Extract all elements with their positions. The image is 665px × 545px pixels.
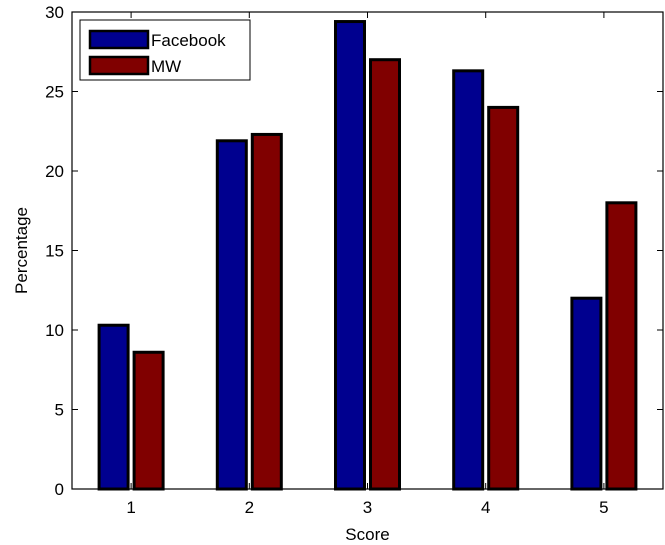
y-tick-label: 20 bbox=[45, 162, 64, 181]
y-axis: 0 5 10 15 20 25 30 bbox=[45, 3, 663, 499]
bar-mw-1 bbox=[132, 350, 165, 491]
legend: Facebook MW bbox=[79, 19, 251, 81]
y-tick-label: 15 bbox=[45, 242, 64, 261]
legend-label-facebook: Facebook bbox=[151, 31, 226, 50]
x-axis-title: Score bbox=[345, 525, 389, 544]
y-tick-label: 5 bbox=[55, 401, 64, 420]
bar-facebook-5 bbox=[570, 296, 603, 491]
y-tick-label: 30 bbox=[45, 3, 64, 22]
x-tick-label: 3 bbox=[363, 498, 372, 517]
y-tick-label: 25 bbox=[45, 83, 64, 102]
x-axis: 1 2 3 4 5 bbox=[126, 12, 609, 517]
bar-mw-2 bbox=[250, 132, 283, 491]
bar-facebook-3 bbox=[334, 20, 366, 491]
x-tick-label: 2 bbox=[245, 498, 254, 517]
bars-layer bbox=[97, 20, 638, 491]
bar-mw-3 bbox=[369, 58, 401, 491]
y-tick-label: 0 bbox=[55, 480, 64, 499]
x-tick-label: 4 bbox=[481, 498, 490, 517]
x-tick-label: 1 bbox=[126, 498, 135, 517]
bar-mw-4 bbox=[487, 105, 520, 491]
bar-facebook-1 bbox=[97, 323, 130, 491]
x-tick-label: 5 bbox=[599, 498, 608, 517]
y-tick-label: 10 bbox=[45, 321, 64, 340]
y-axis-title: Percentage bbox=[12, 207, 31, 294]
legend-label-mw: MW bbox=[151, 57, 181, 76]
legend-swatch-facebook bbox=[88, 29, 150, 50]
bar-mw-5 bbox=[605, 201, 638, 491]
bar-facebook-2 bbox=[215, 139, 248, 491]
legend-swatch-mw bbox=[88, 55, 150, 76]
bar-facebook-4 bbox=[452, 69, 485, 491]
